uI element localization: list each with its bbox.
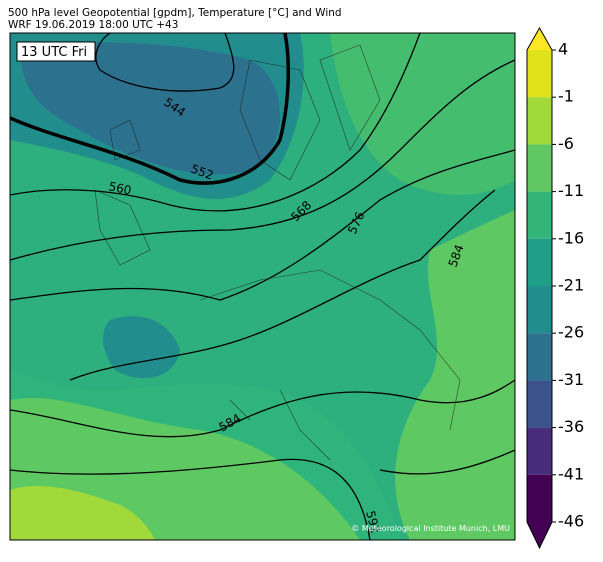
temp-field [330, 33, 515, 195]
title: 500 hPa level Geopotential [gpdm], Tempe… [8, 7, 342, 19]
colorbar-over [527, 28, 552, 50]
colorbar-tick-label: -16 [558, 228, 584, 247]
colorbar-band [527, 333, 552, 381]
contour [10, 33, 290, 185]
coastline [199, 269, 461, 461]
colorbar-tick-label: -11 [558, 181, 584, 200]
colorbar-tick-label: -46 [558, 512, 584, 531]
map: 13 UTC Fri 544 552 560 568 576 584 584 5… [10, 33, 515, 540]
time-box [16, 41, 96, 62]
contour [379, 449, 515, 475]
contour-label: 592 [363, 509, 382, 535]
colorbar-band [527, 144, 552, 192]
colorbar-tick-label: -26 [558, 323, 584, 342]
coastline [94, 119, 151, 266]
colorbar-tick-label: -36 [558, 417, 584, 436]
colorbar-band [527, 427, 552, 475]
temp-field [395, 210, 515, 540]
colorbar: 4 -1 -6 -11 -16 -21 -26 -31 -36 -41 -46 [526, 26, 584, 550]
colorbar-band [527, 191, 552, 239]
colorbar-band [527, 286, 552, 334]
credit: © Meteorological Institute Munich, LMU [351, 524, 510, 533]
temp-field [10, 485, 155, 540]
contour [10, 379, 515, 438]
colorbar-band [527, 380, 552, 428]
contour [95, 33, 235, 92]
contour-label: 560 [107, 179, 132, 197]
contour [10, 33, 421, 212]
contour [69, 189, 496, 381]
colorbar-tick-label: -6 [558, 134, 574, 153]
colorbar-band [527, 238, 552, 286]
time-label: 13 UTC Fri [21, 45, 87, 60]
colorbar-band [527, 97, 552, 145]
contour [10, 149, 515, 301]
contour [10, 59, 515, 261]
colorbar-band [527, 50, 552, 98]
contour [10, 458, 371, 540]
colorbar-tick-label: -31 [558, 370, 584, 389]
colorbar-tick-label: -21 [558, 276, 584, 295]
colorbar-tick-label: -1 [558, 87, 574, 106]
coastline [239, 44, 381, 181]
temp-field [20, 42, 280, 175]
temp-field [103, 316, 180, 379]
colorbar-under [527, 522, 552, 548]
map-frame [9, 32, 516, 541]
colorbar-tick-label: -41 [558, 464, 584, 483]
colorbar-band [527, 474, 552, 522]
colorbar-tick-label: 4 [558, 40, 568, 59]
subtitle: WRF 19.06.2019 18:00 UTC +43 [8, 19, 178, 31]
